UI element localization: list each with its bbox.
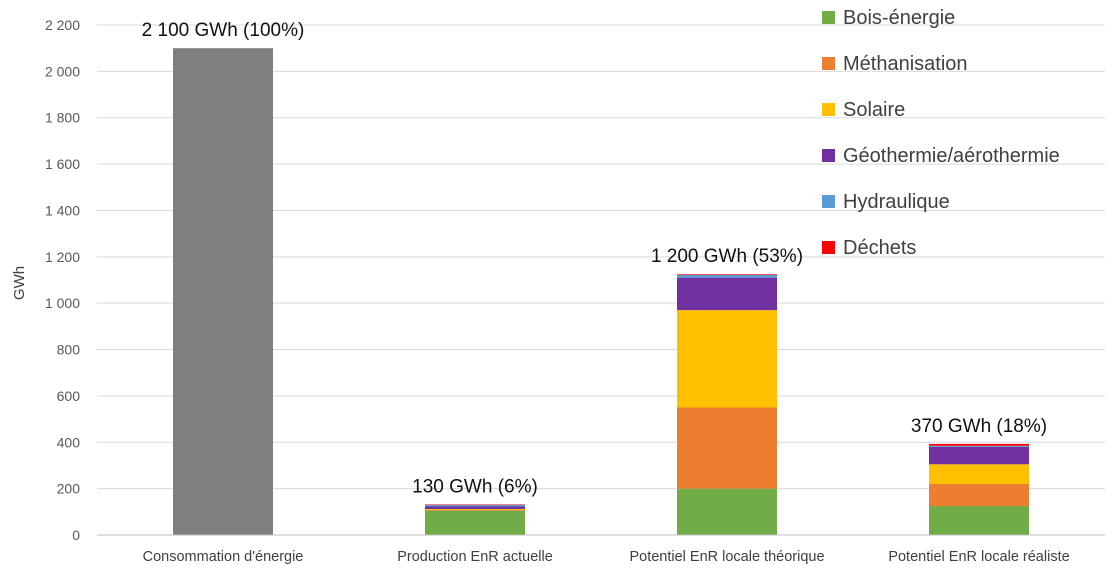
legend: Bois-énergie Méthanisation Solaire Géotherm…: [822, 7, 1060, 259]
bar-segment-solaire: [425, 509, 525, 510]
y-tick-label: 200: [57, 481, 81, 497]
bar-segment-bois-energie: [425, 510, 525, 535]
y-tick-label: 1 600: [45, 156, 80, 172]
bar-segment-methanisation: [425, 509, 525, 511]
y-tick-label: 1 000: [45, 295, 80, 311]
legend-label: Géothermie/aérothermie: [843, 145, 1060, 167]
data-label: 370 GWh (18%): [911, 416, 1047, 437]
bar-segment-dechets: [677, 274, 777, 275]
data-label: 2 100 GWh (100%): [142, 20, 305, 41]
bar-segment-methanisation: [677, 407, 777, 489]
bar-segment-geothermie-aerothermie: [677, 277, 777, 311]
bar-segment-solaire: [677, 310, 777, 408]
legend-label: Hydraulique: [843, 191, 950, 213]
category-labels: Consommation d'énergie Production EnR act…: [143, 549, 1070, 565]
bar-segment-hydraulique: [929, 445, 1029, 447]
legend-label: Méthanisation: [843, 53, 968, 75]
legend-label: Bois-énergie: [843, 7, 955, 29]
y-tick-label: 800: [57, 342, 81, 358]
bar-segment-dechets: [929, 443, 1029, 446]
bar-segment-hydraulique: [677, 274, 777, 278]
bar-segment-methanisation: [929, 484, 1029, 507]
bar-segment-solaire: [929, 464, 1029, 484]
x-category-label: Potentiel EnR locale réaliste: [888, 549, 1069, 565]
y-tick-label: 1 400: [45, 202, 80, 218]
legend-swatch-dechets: [822, 241, 835, 254]
legend-swatch-hydraulique: [822, 195, 835, 208]
y-tick-label: 0: [72, 527, 80, 543]
y-tick-label: 2 000: [45, 63, 80, 79]
bar-segment-geothermie-aerothermie: [425, 506, 525, 510]
x-category-label: Consommation d'énergie: [143, 549, 304, 565]
x-category-label: Production EnR actuelle: [397, 549, 553, 565]
data-label: 130 GWh (6%): [412, 476, 538, 497]
bar-consommation-d-energie: [173, 48, 273, 535]
bar-segment-dechets: [425, 504, 525, 505]
data-labels: 2 100 GWh (100%) 130 GWh (6%) 1 200 GWh (5…: [142, 20, 1047, 497]
legend-label: Solaire: [843, 99, 905, 121]
bars: [173, 48, 1029, 535]
bar-segment-bois-energie: [677, 488, 777, 535]
y-axis-label: GWh: [11, 266, 28, 300]
legend-swatch-solaire: [822, 103, 835, 116]
bar-segment-geothermie-aerothermie: [929, 446, 1029, 465]
legend-label: Déchets: [843, 237, 916, 259]
legend-swatch-methanisation: [822, 57, 835, 70]
x-category-label: Potentiel EnR locale théorique: [629, 549, 824, 565]
y-tick-label: 1 800: [45, 110, 80, 126]
legend-swatch-geothermie-aerothermie: [822, 149, 835, 162]
y-tick-label: 1 200: [45, 249, 80, 265]
bar-segment-hydraulique: [425, 504, 525, 507]
bar-segment-bois-energie: [929, 506, 1029, 535]
y-tick-label: 2 200: [45, 17, 80, 33]
data-label: 1 200 GWh (53%): [651, 246, 803, 267]
y-tick-label: 600: [57, 388, 81, 404]
y-axis-ticks: 0 200 400 600 800 1 000 1 200 1 400 1 600 1 800 2 …: [45, 17, 80, 543]
y-tick-label: 400: [57, 434, 81, 450]
legend-swatch-bois-energie: [822, 11, 835, 24]
